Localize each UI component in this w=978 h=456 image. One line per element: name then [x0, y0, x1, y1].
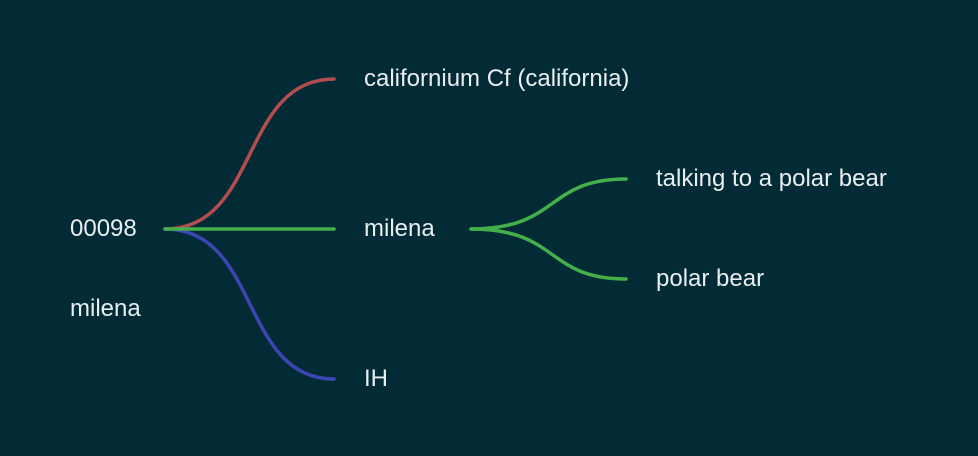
link-milena-to-talking — [469, 177, 628, 231]
root-node-sublabel: milena — [70, 295, 141, 322]
link-root-to-californium — [163, 77, 336, 231]
branch-node-ih[interactable]: IH — [364, 365, 388, 392]
leaf-node-talking-to-a-polar-bear[interactable]: talking to a polar bear — [656, 165, 887, 192]
link-root-to-ih — [163, 227, 336, 381]
branch-node-californium[interactable]: californium Cf (california) — [364, 65, 630, 92]
root-node-label[interactable]: 00098 — [70, 215, 137, 242]
leaf-node-polar-bear[interactable]: polar bear — [656, 265, 765, 292]
branch-node-milena[interactable]: milena — [364, 215, 435, 242]
link-milena-to-polar-bear — [469, 227, 628, 281]
